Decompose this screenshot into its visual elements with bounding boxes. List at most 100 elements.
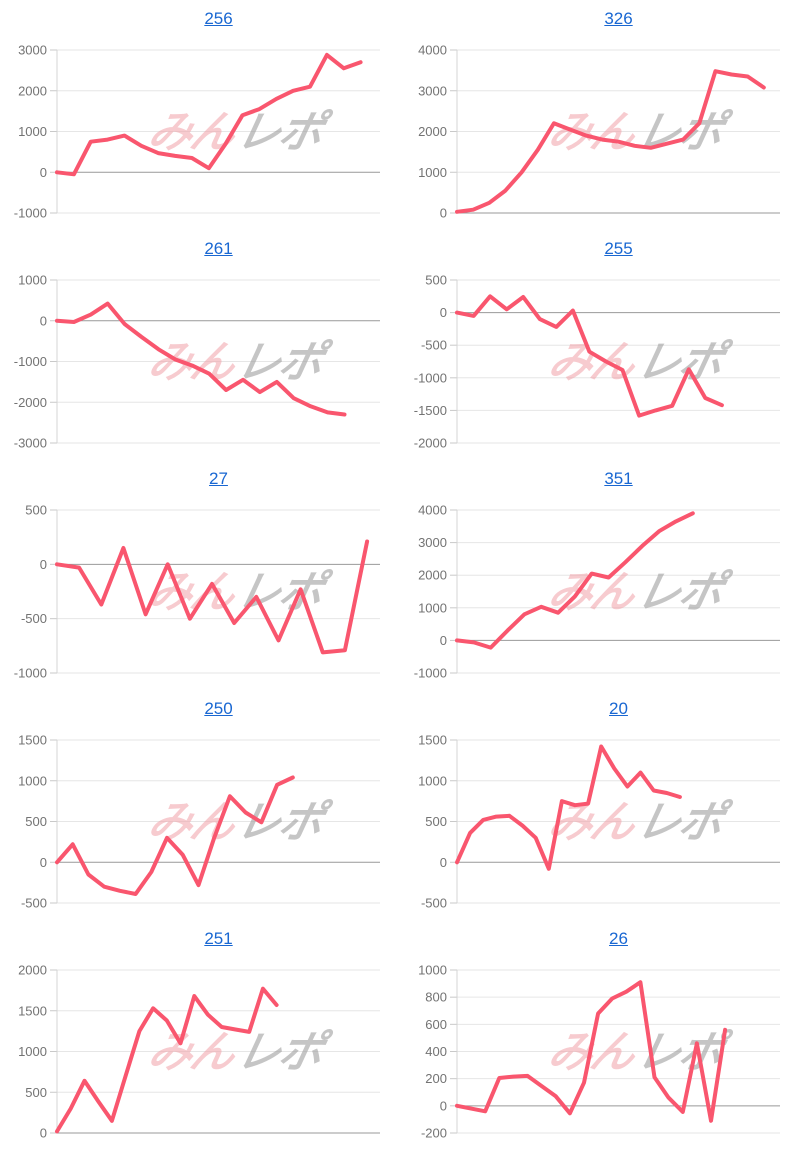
grid-lines xyxy=(450,739,780,904)
y-tick-label: 1000 xyxy=(18,124,47,139)
y-tick-label: 1000 xyxy=(18,1044,47,1059)
y-axis-labels: -2000 -1500 -1000 -500 0 500 xyxy=(414,273,447,451)
watermark-logo: みんレポ xyxy=(544,1028,735,1076)
y-tick-label: -1500 xyxy=(414,403,447,418)
chart-line xyxy=(55,52,363,177)
y-tick-label: 500 xyxy=(25,814,47,829)
chart-plot: -1000 0 1000 2000 3000 4000 みんレポ xyxy=(414,503,780,681)
y-tick-label: 500 xyxy=(425,814,447,829)
y-tick-label: -1000 xyxy=(14,666,47,681)
y-tick-label: 3000 xyxy=(418,83,447,98)
y-tick-label: 500 xyxy=(25,503,47,518)
y-tick-label: -2000 xyxy=(14,395,47,410)
chart-plot: 0 1000 2000 3000 4000 みんレポ xyxy=(418,43,780,221)
grid-lines xyxy=(50,49,380,214)
y-tick-label: 500 xyxy=(25,1085,47,1100)
y-tick-label: 1000 xyxy=(418,773,447,788)
y-tick-label: 1000 xyxy=(18,273,47,288)
watermark-logo: みんレポ xyxy=(144,1028,335,1076)
chart-line xyxy=(55,986,279,1134)
y-tick-label: -1000 xyxy=(414,370,447,385)
y-tick-label: 2000 xyxy=(418,568,447,583)
chart-title-link[interactable]: 326 xyxy=(604,9,633,28)
y-tick-label: -500 xyxy=(421,338,447,353)
watermark-logo: みんレポ xyxy=(544,108,735,156)
y-tick-label: -200 xyxy=(421,1126,447,1141)
y-tick-label: 200 xyxy=(425,1071,447,1086)
watermark-logo: みんレポ xyxy=(144,338,335,386)
y-axis-labels: 0 1000 2000 3000 4000 xyxy=(418,43,447,221)
chart-title-link[interactable]: 250 xyxy=(204,699,233,718)
chart-cell-351: 351 -1000 0 1000 2000 3000 4000 みんレポ xyxy=(400,460,800,690)
y-axis-labels: -1000 0 1000 2000 3000 xyxy=(14,43,47,221)
y-tick-label: -3000 xyxy=(14,436,47,451)
chart-line xyxy=(55,775,295,896)
grid-lines xyxy=(50,969,380,1134)
chart-title-link[interactable]: 256 xyxy=(204,9,233,28)
chart-cell-256: 256 -1000 0 1000 2000 3000 みんレポ xyxy=(0,0,400,230)
y-tick-label: 2000 xyxy=(418,124,447,139)
y-tick-label: 3000 xyxy=(18,43,47,58)
svg-text:みんレポ: みんレポ xyxy=(544,568,735,616)
y-tick-label: 1500 xyxy=(18,1003,47,1018)
grid-lines xyxy=(450,49,780,214)
chart-title-link[interactable]: 261 xyxy=(204,239,233,258)
y-tick-label: 1500 xyxy=(418,733,447,748)
chart-plot: -200 0 200 400 600 800 1000 みんレポ xyxy=(418,963,780,1141)
y-tick-label: 800 xyxy=(425,990,447,1005)
y-tick-label: 3000 xyxy=(418,535,447,550)
chart-title-link[interactable]: 255 xyxy=(604,239,633,258)
chart-title-link[interactable]: 26 xyxy=(609,929,628,948)
chart-plot: -500 0 500 1000 1500 みんレポ xyxy=(18,733,380,911)
watermark-logo: みんレポ xyxy=(544,568,735,616)
y-tick-label: 1000 xyxy=(18,773,47,788)
y-tick-label: 0 xyxy=(440,855,447,870)
svg-text:みんレポ: みんレポ xyxy=(144,1028,335,1076)
svg-text:みんレポ: みんレポ xyxy=(544,108,735,156)
chart-line xyxy=(455,294,724,418)
y-tick-label: 2000 xyxy=(18,963,47,978)
y-tick-label: 0 xyxy=(40,165,47,180)
chart-line xyxy=(55,539,370,655)
y-tick-label: 2000 xyxy=(18,83,47,98)
y-axis-labels: -1000 0 1000 2000 3000 4000 xyxy=(414,503,447,681)
chart-line xyxy=(455,69,766,214)
y-axis-labels: -3000 -2000 -1000 0 1000 xyxy=(14,273,47,451)
chart-title-link[interactable]: 351 xyxy=(604,469,633,488)
chart-title-link[interactable]: 20 xyxy=(609,699,628,718)
chart-plot: -2000 -1500 -1000 -500 0 500 みんレポ xyxy=(414,273,780,451)
y-tick-label: 0 xyxy=(440,305,447,320)
grid-lines xyxy=(50,509,380,674)
chart-title-link[interactable]: 27 xyxy=(209,469,228,488)
y-tick-label: -2000 xyxy=(414,436,447,451)
svg-text:みんレポ: みんレポ xyxy=(144,108,335,156)
y-tick-label: 0 xyxy=(40,1126,47,1141)
y-tick-label: 0 xyxy=(440,206,447,221)
y-tick-label: 400 xyxy=(425,1044,447,1059)
y-tick-label: 0 xyxy=(40,855,47,870)
grid-lines xyxy=(50,739,380,904)
chart-cell-20: 20 -500 0 500 1000 1500 みんレポ xyxy=(400,690,800,920)
chart-plot: 0 500 1000 1500 2000 みんレポ xyxy=(18,963,380,1141)
y-tick-label: 1000 xyxy=(418,963,447,978)
y-axis-labels: -500 0 500 1000 1500 xyxy=(18,733,47,911)
y-tick-label: -1000 xyxy=(414,666,447,681)
y-tick-label: -1000 xyxy=(14,206,47,221)
y-tick-label: -500 xyxy=(421,896,447,911)
svg-text:みんレポ: みんレポ xyxy=(544,1028,735,1076)
chart-title-link[interactable]: 251 xyxy=(204,929,233,948)
chart-cell-261: 261 -3000 -2000 -1000 0 1000 みんレポ xyxy=(0,230,400,460)
y-axis-labels: -200 0 200 400 600 800 1000 xyxy=(418,963,447,1141)
chart-line xyxy=(455,511,695,650)
y-tick-label: -500 xyxy=(21,611,47,626)
y-tick-label: 0 xyxy=(40,313,47,328)
watermark-logo: みんレポ xyxy=(144,798,335,846)
grid-lines xyxy=(450,509,780,674)
chart-cell-27: 27 -1000 -500 0 500 みんレポ xyxy=(0,460,400,690)
y-tick-label: 0 xyxy=(440,633,447,648)
y-axis-labels: 0 500 1000 1500 2000 xyxy=(18,963,47,1141)
y-tick-label: -1000 xyxy=(14,354,47,369)
grid-lines xyxy=(50,279,380,444)
grid-lines xyxy=(450,969,780,1134)
